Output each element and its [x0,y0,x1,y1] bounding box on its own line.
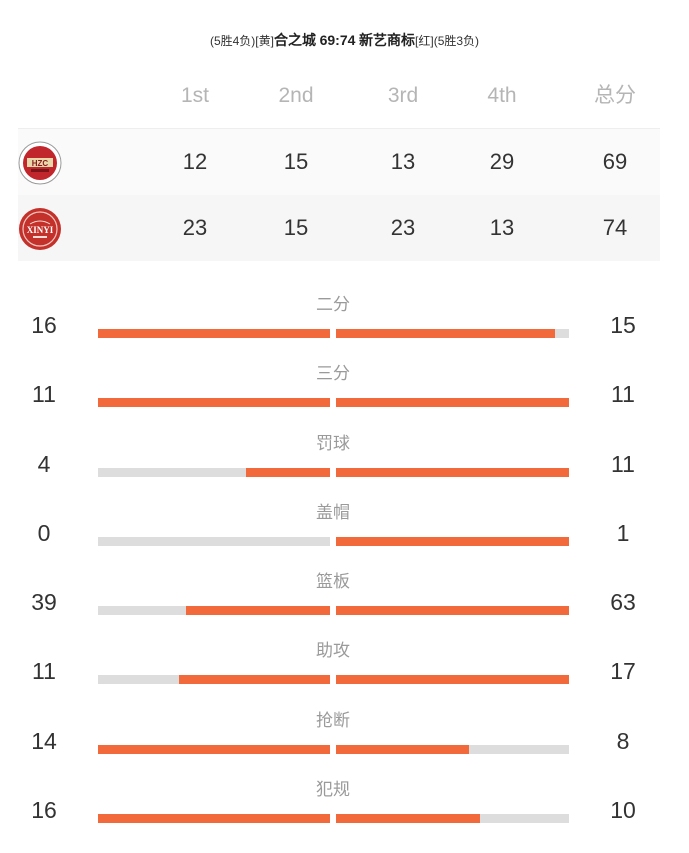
stat-row: 三分 11 11 [0,361,689,430]
stat-away-value: 17 [610,658,636,685]
stat-row: 罚球 4 11 [0,431,689,500]
xinyi-logo-icon: XINYI [18,207,62,251]
away-record: (5胜3负) [433,34,480,48]
stat-home-bar-fill [179,675,330,685]
stat-home-bar-fill [98,398,330,408]
stat-away-bar-fill [336,744,469,754]
header-q2: 2nd [278,84,314,107]
stat-away-value: 15 [610,312,636,338]
stat-home-value: 11 [32,658,56,685]
stat-away-bar [336,467,569,477]
stat-home-bar [98,329,330,338]
team2-total: 74 [602,215,628,240]
header-q4: 4th [487,84,517,107]
away-tag: [红] [415,34,434,48]
stat-label: 罚球 [316,433,350,453]
team1-q3: 13 [390,149,416,174]
game-title: (5胜4负)[黄]合之城 69:74 新艺商标[红](5胜3负) [0,31,689,50]
team2-q2: 15 [283,215,309,240]
stat-away-bar-fill [336,675,569,685]
team1-total: 69 [602,149,628,174]
stat-away-value: 63 [610,589,636,616]
team-stats-comparison: 二分 16 15 三分 11 11 罚球 4 11 盖帽 0 1 篮板 39 63 助攻 11 17 抢断 14 8 犯规… [0,292,689,846]
header-q3: 3rd [387,84,419,107]
home-team-name: 合之城 [273,32,316,48]
stat-away-value: 1 [616,519,630,546]
stat-home-value: 16 [31,312,57,338]
stat-away-bar [336,675,569,685]
stat-home-bar [98,536,330,546]
stat-away-bar-fill [336,536,569,546]
stat-home-bar [98,398,330,408]
team1-q2: 15 [283,149,309,174]
stat-home-bar [98,467,330,477]
header-q1: 1st [180,84,209,107]
stat-home-bar-fill [98,814,330,824]
stat-home-value: 4 [37,450,51,477]
stat-home-bar-fill [186,606,330,616]
stat-home-bar-fill [98,744,330,754]
stat-home-value: 11 [32,381,56,408]
stat-row: 助攻 11 17 [0,638,689,707]
stat-home-value: 16 [31,797,57,824]
stat-away-bar [336,398,569,408]
stat-label: 三分 [316,364,350,384]
stat-row: 犯规 16 10 [0,777,689,846]
away-team-name: 新艺商标 [359,32,416,48]
table-row: HZC 12 15 13 29 69 [18,128,660,195]
table-row: XINYI 23 15 23 13 74 [18,195,660,261]
stat-home-value: 0 [37,519,51,546]
stat-away-value: 8 [616,727,630,754]
final-score: 69:74 [319,32,356,48]
stat-home-bar [98,814,330,824]
svg-text:XINYI: XINYI [27,225,54,235]
stat-away-bar [336,606,569,616]
stat-away-bar-fill [336,814,481,824]
team2-q3: 23 [390,215,416,240]
stat-label: 二分 [316,295,350,314]
stat-away-value: 11 [611,450,635,477]
stat-label: 篮板 [316,572,350,592]
stat-label: 犯规 [316,780,350,800]
stat-home-bar-fill [246,467,330,477]
team2-q1: 23 [182,215,208,240]
stat-label: 盖帽 [316,502,350,522]
stat-home-bar-fill [98,329,330,338]
team1-q1: 12 [182,149,208,174]
stat-away-bar [336,744,569,754]
stat-away-bar [336,814,569,824]
stat-away-bar-fill [336,329,556,338]
stat-label: 抢断 [316,710,350,730]
stat-home-bar [98,606,330,616]
stat-home-value: 14 [31,727,57,754]
stat-home-bar [98,744,330,754]
stat-away-bar-fill [336,606,569,616]
team2-q4: 13 [489,215,515,240]
stat-away-bar [336,536,569,546]
stat-away-value: 11 [611,381,635,408]
stat-away-value: 10 [610,797,636,824]
stat-row: 盖帽 0 1 [0,500,689,569]
quarter-score-table: 1st 2nd 3rd 4th 总分 HZC 12 15 13 29 69 [18,62,660,261]
hezhicheng-logo-icon: HZC [18,141,62,185]
stat-away-bar-fill [336,398,569,408]
stat-away-bar-fill [336,467,569,477]
header-total: 总分 [594,84,636,107]
home-record: (5胜4负) [209,34,256,48]
stat-home-bar [98,675,330,685]
stat-row: 篮板 39 63 [0,569,689,638]
stat-home-value: 39 [31,589,57,616]
stat-row: 二分 16 15 [0,292,689,361]
home-tag: [黄] [255,34,274,48]
stat-row: 抢断 14 8 [0,708,689,777]
score-table-header: 1st 2nd 3rd 4th 总分 [18,62,660,128]
stat-away-bar [336,329,569,338]
svg-text:HZC: HZC [32,159,49,168]
stat-label: 助攻 [316,641,350,661]
team1-q4: 29 [489,149,515,174]
